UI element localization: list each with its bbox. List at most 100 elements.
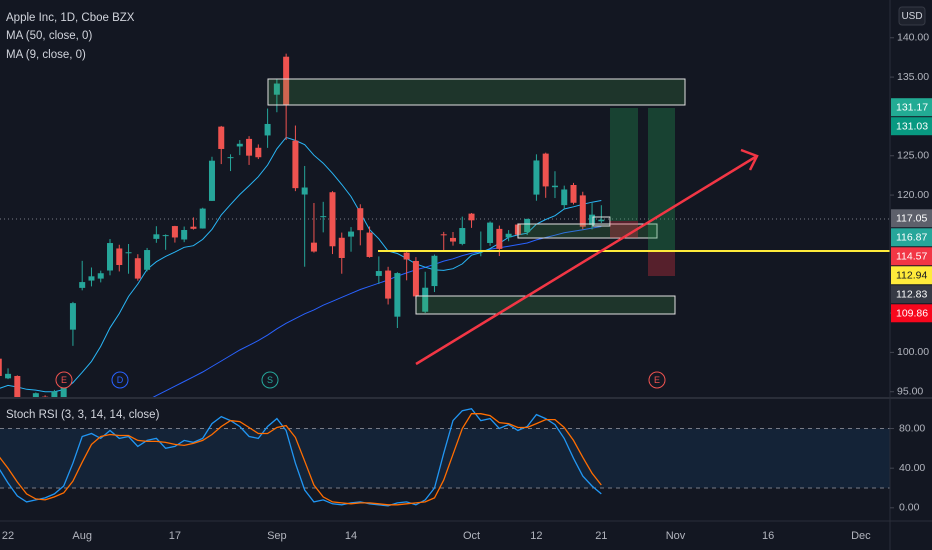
candle-body <box>551 185 558 188</box>
candle-body <box>579 195 586 227</box>
candle-body <box>357 208 364 231</box>
x-tick-label: Oct <box>463 530 480 542</box>
candle-body <box>329 192 336 247</box>
candle-body <box>348 231 355 237</box>
price-label-text: 116.87 <box>896 232 927 244</box>
price-label-text: 117.05 <box>896 213 927 225</box>
x-tick-label: Sep <box>267 530 287 542</box>
candle-body <box>107 243 114 271</box>
candle-body <box>218 126 225 149</box>
candle-body <box>125 252 132 254</box>
candle-body <box>190 226 197 229</box>
x-tick-label: Aug <box>72 530 92 542</box>
candle-body <box>116 248 123 265</box>
candle-body <box>366 232 373 257</box>
event-marker[interactable] <box>261 371 279 389</box>
candle-body <box>338 237 345 258</box>
y-tick-label: 100.00 <box>897 346 929 358</box>
candle-body <box>273 83 280 95</box>
candle-body <box>60 382 67 397</box>
chart-title: Apple Inc, 1D, Cboe BZX <box>6 12 135 24</box>
candle-body <box>153 234 160 239</box>
candle-body <box>487 222 494 243</box>
candle-body <box>246 138 253 156</box>
event-label: D <box>117 375 124 385</box>
candle-body <box>385 270 392 299</box>
y-tick-label: 135.00 <box>897 71 929 83</box>
x-tick-label: Nov <box>666 530 686 542</box>
zone-box <box>415 295 676 315</box>
zone-box <box>592 216 611 227</box>
candle-body <box>199 208 206 229</box>
legend-entry: MA (50, close, 0) <box>6 30 92 42</box>
zone-box <box>517 223 658 239</box>
candle-body <box>42 396 49 397</box>
indicator-line <box>0 407 602 507</box>
price-label-text: 112.83 <box>896 289 927 301</box>
candle-body <box>227 157 234 159</box>
y-tick-label: 0.00 <box>899 502 920 514</box>
candle-body <box>264 123 271 136</box>
price-label-text: 131.17 <box>896 101 928 113</box>
candle-body <box>283 56 290 106</box>
long-position-target <box>610 108 638 221</box>
candle-body <box>320 216 327 218</box>
x-tick-label: 21 <box>595 530 607 542</box>
price-label-text: 109.86 <box>896 308 928 320</box>
candle-body <box>79 282 86 288</box>
price-label <box>891 304 932 323</box>
candle-body <box>162 235 169 237</box>
legend: Apple Inc, 1D, Cboe BZX MA (50, close, 0… <box>6 12 160 421</box>
candle-body <box>310 242 317 252</box>
event-marker[interactable] <box>111 371 129 389</box>
candle-body <box>181 229 188 240</box>
stoch-pane <box>0 407 890 507</box>
price-label <box>891 209 932 228</box>
currency-box[interactable] <box>898 6 926 26</box>
drawings <box>267 78 890 366</box>
candle-body <box>412 260 419 297</box>
x-tick-label: 22 <box>2 530 14 542</box>
candle-body <box>440 234 447 236</box>
price-label-text: 114.57 <box>896 251 927 263</box>
price-label <box>891 228 932 247</box>
candle-body <box>561 189 568 206</box>
trend-arrow <box>415 154 758 366</box>
candle-body <box>32 393 39 397</box>
zone-box <box>267 78 686 106</box>
event-label: E <box>654 375 660 385</box>
candle-body <box>422 287 429 312</box>
candle-body <box>69 303 76 330</box>
candle-body <box>505 233 512 238</box>
x-tick-label: 17 <box>169 530 181 542</box>
event-marker[interactable] <box>55 371 73 389</box>
event-marker[interactable] <box>648 371 666 389</box>
legend-entry: MA (9, close, 0) <box>6 49 86 61</box>
arrow-head <box>740 148 759 171</box>
candle-body <box>51 391 58 397</box>
long-position-target <box>648 108 675 251</box>
candle-body <box>171 226 178 238</box>
candle-body <box>88 276 95 281</box>
y-tick-label: 80.00 <box>899 422 925 434</box>
candle-body <box>431 255 438 287</box>
price-label-text: 112.94 <box>896 270 927 282</box>
y-tick-label: 40.00 <box>899 462 925 474</box>
candle-body <box>542 153 549 187</box>
candle-body <box>589 214 596 225</box>
candle-body <box>236 143 243 147</box>
candle-body <box>375 271 382 276</box>
candle-body <box>394 273 401 317</box>
candle-body <box>292 140 299 189</box>
main-pane <box>0 53 890 397</box>
candle-body <box>301 187 308 195</box>
candle-body <box>144 250 151 270</box>
y-tick-label: 95.00 <box>897 385 923 397</box>
candle-body <box>598 219 605 222</box>
candle-body <box>255 147 262 158</box>
x-tick-label: Dec <box>851 530 871 542</box>
candle-body <box>468 213 475 221</box>
